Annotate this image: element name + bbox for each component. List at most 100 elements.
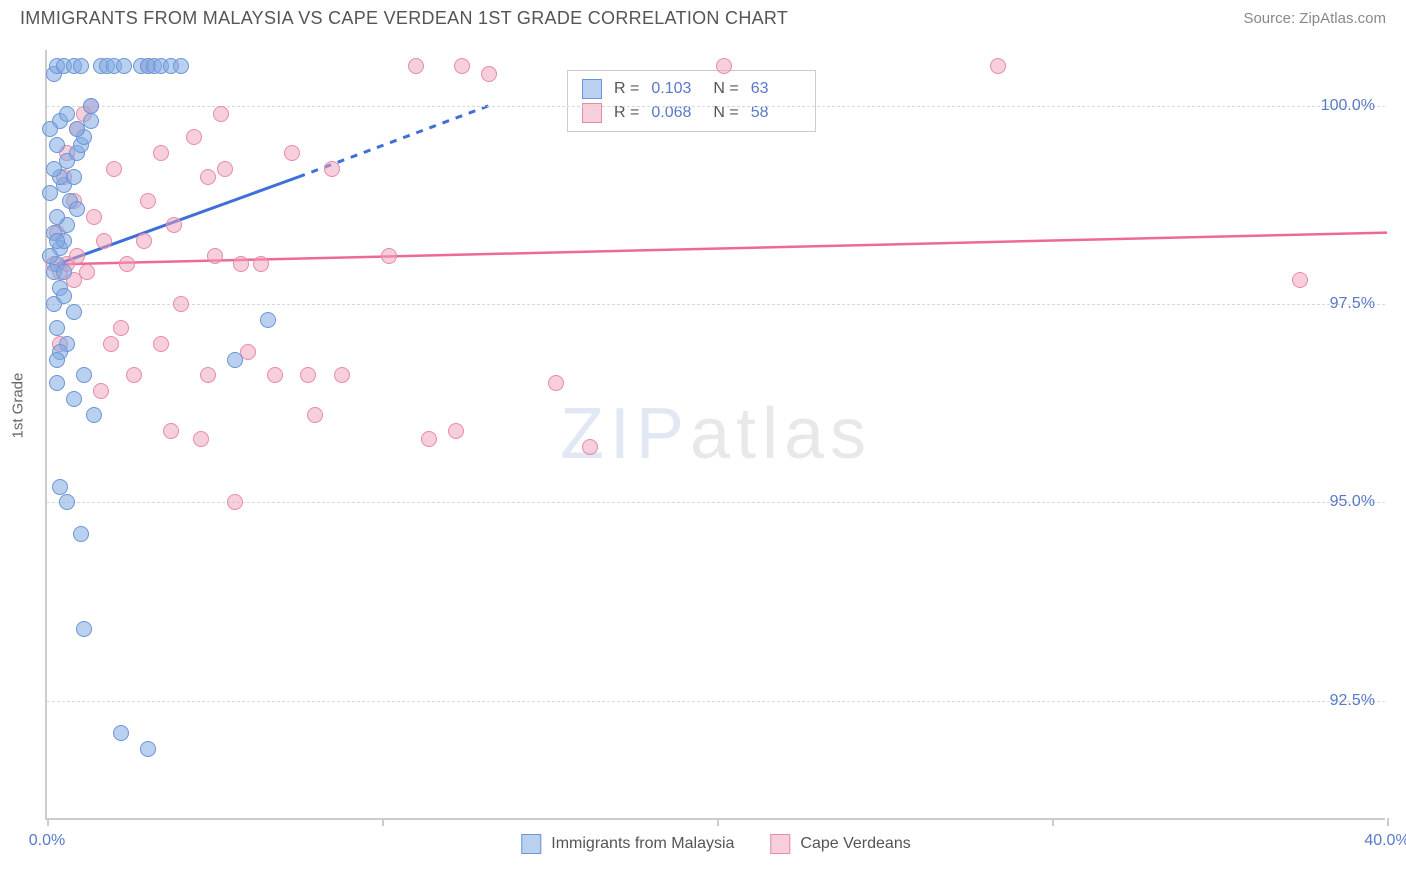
scatter-point-pink [217,161,233,177]
scatter-point-pink [113,320,129,336]
scatter-point-blue [46,296,62,312]
scatter-point-pink [153,336,169,352]
scatter-point-pink [990,58,1006,74]
scatter-point-blue [42,248,58,264]
scatter-point-pink [69,248,85,264]
scatter-point-blue [140,741,156,757]
scatter-point-pink [200,367,216,383]
legend-r-label: R = [614,80,639,98]
legend-swatch-blue [521,834,541,854]
scatter-point-pink [126,367,142,383]
y-tick-label: 95.0% [1330,493,1375,511]
scatter-point-pink [421,431,437,447]
scatter-point-pink [86,209,102,225]
scatter-point-pink [136,233,152,249]
scatter-point-blue [46,161,62,177]
scatter-point-blue [49,375,65,391]
legend-series-item: Immigrants from Malaysia [521,834,734,854]
scatter-point-blue [49,209,65,225]
legend-series-label: Immigrants from Malaysia [551,835,734,853]
legend-n-value: 58 [751,104,801,122]
scatter-point-pink [153,145,169,161]
scatter-point-blue [73,58,89,74]
scatter-point-pink [193,431,209,447]
x-tick [47,818,49,826]
scatter-point-blue [66,304,82,320]
y-tick-label: 92.5% [1330,692,1375,710]
legend-stat-row: R = 0.103 N = 63 [582,77,801,101]
scatter-point-blue [49,233,65,249]
scatter-point-blue [42,121,58,137]
x-tick-label: 0.0% [29,832,65,850]
scatter-point-pink [300,367,316,383]
y-axis-label: 1st Grade [10,373,27,439]
scatter-point-pink [106,161,122,177]
scatter-point-blue [66,169,82,185]
chart-plot-area: ZIPatlas R =0.103N =63R =0.068N =58 Immi… [45,50,1385,820]
scatter-point-pink [119,256,135,272]
x-tick-label: 40.0% [1364,832,1406,850]
legend-r-value: 0.068 [651,104,701,122]
scatter-point-blue [56,264,72,280]
scatter-point-blue [59,494,75,510]
legend-r-label: R = [614,104,639,122]
scatter-point-blue [49,137,65,153]
scatter-point-blue [69,201,85,217]
y-tick-label: 97.5% [1330,295,1375,313]
scatter-point-blue [76,367,92,383]
scatter-point-blue [76,621,92,637]
scatter-point-pink [173,296,189,312]
chart-title: IMMIGRANTS FROM MALAYSIA VS CAPE VERDEAN… [20,8,788,29]
legend-n-value: 63 [751,80,801,98]
gridline-h [47,106,1385,107]
watermark-zip: ZIP [560,394,690,474]
scatter-point-pink [284,145,300,161]
scatter-point-pink [448,423,464,439]
legend-swatch-pink [770,834,790,854]
x-tick [382,818,384,826]
scatter-point-pink [93,383,109,399]
scatter-point-blue [73,526,89,542]
scatter-point-blue [173,58,189,74]
scatter-point-pink [324,161,340,177]
scatter-point-blue [59,106,75,122]
scatter-point-blue [260,312,276,328]
legend-r-value: 0.103 [651,80,701,98]
scatter-point-pink [408,58,424,74]
scatter-point-pink [582,439,598,455]
gridline-h [47,502,1385,503]
scatter-point-pink [1292,272,1308,288]
scatter-point-pink [381,248,397,264]
scatter-point-blue [52,479,68,495]
x-tick [717,818,719,826]
scatter-point-pink [140,193,156,209]
regression-lines [47,50,1385,818]
scatter-point-pink [454,58,470,74]
legend-n-label: N = [713,104,738,122]
x-tick [1387,818,1389,826]
scatter-point-blue [83,98,99,114]
source-label: Source: ZipAtlas.com [1243,10,1386,27]
x-tick [1052,818,1054,826]
gridline-h [47,701,1385,702]
scatter-point-pink [253,256,269,272]
legend-stats: R = 0.103 N = 63 R = 0.068 N = 58 [567,70,816,132]
y-tick-label: 100.0% [1321,97,1375,115]
scatter-point-pink [200,169,216,185]
legend-swatch-blue [582,79,602,99]
legend-n-label: N = [713,80,738,98]
scatter-point-pink [334,367,350,383]
scatter-point-blue [69,121,85,137]
scatter-point-blue [86,407,102,423]
scatter-point-blue [66,391,82,407]
scatter-point-pink [96,233,112,249]
scatter-point-pink [166,217,182,233]
scatter-point-pink [307,407,323,423]
scatter-point-blue [116,58,132,74]
scatter-point-blue [49,320,65,336]
legend-series: Immigrants from Malaysia Cape Verdeans [521,834,910,854]
scatter-point-pink [163,423,179,439]
scatter-point-blue [49,352,65,368]
scatter-point-pink [233,256,249,272]
legend-series-label: Cape Verdeans [800,835,910,853]
